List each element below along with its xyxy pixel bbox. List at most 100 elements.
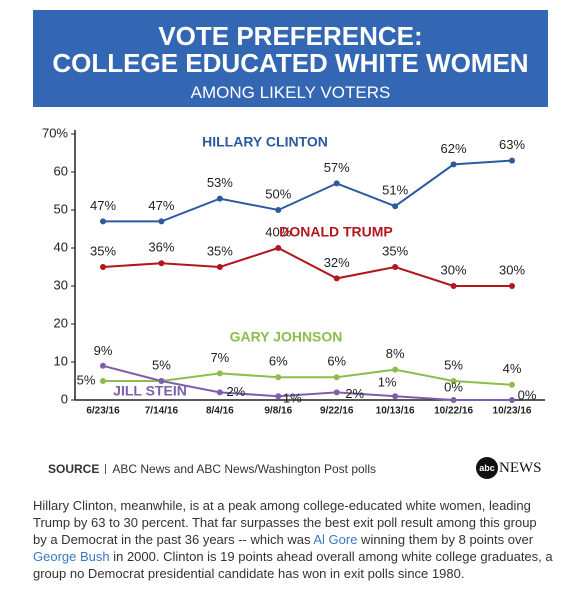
value-label: 2% <box>345 386 364 401</box>
text: winning them by 8 points over <box>357 532 534 547</box>
value-label: 62% <box>441 141 467 156</box>
x-tick-label: 9/8/16 <box>264 406 292 417</box>
y-tick-label: 10 <box>54 353 68 368</box>
logo-mark: abc <box>476 457 498 479</box>
line <box>103 159 513 223</box>
point <box>275 374 282 381</box>
value-label: 9% <box>94 343 113 358</box>
point <box>450 397 457 403</box>
value-label: 6% <box>269 354 288 369</box>
title-line: VOTE PREFERENCE: <box>158 21 423 51</box>
text: in 2000. Clinton is 19 points ahead over… <box>33 549 553 581</box>
y-tick-label: 0 <box>61 391 68 406</box>
source-text: ABC News and ABC News/Washington Post po… <box>112 462 377 476</box>
point <box>333 180 340 187</box>
point <box>158 378 165 384</box>
line <box>102 364 512 401</box>
point <box>216 370 223 377</box>
x-tick-label: 10/13/16 <box>376 406 415 417</box>
point <box>450 161 457 168</box>
x-tick-label: 10/23/16 <box>493 406 532 417</box>
point <box>333 389 340 396</box>
y-tick-label: 20 <box>54 315 68 330</box>
point <box>275 245 282 251</box>
series-label: JILL STEIN <box>113 383 187 399</box>
logo-text: NEWS <box>499 459 542 476</box>
value-label: 6% <box>327 354 346 369</box>
source-label: SOURCE <box>48 462 100 476</box>
value-label: 8% <box>386 346 405 361</box>
point <box>333 275 340 282</box>
value-label: 51% <box>382 183 408 198</box>
point <box>333 374 340 381</box>
value-label: 40% <box>265 224 291 239</box>
x-tick-label: 10/22/16 <box>434 406 473 417</box>
point <box>392 366 399 373</box>
link[interactable]: Al Gore <box>313 532 358 547</box>
value-label: 35% <box>382 243 408 258</box>
point <box>392 264 399 270</box>
y-tick-label: 70% <box>42 125 68 140</box>
y-tick-label: 50 <box>54 201 68 216</box>
point <box>275 207 282 213</box>
value-label: 36% <box>148 240 174 255</box>
value-label: 47% <box>148 198 174 213</box>
value-label: 50% <box>265 186 291 201</box>
value-label: 32% <box>324 255 350 270</box>
x-tick-label: 6/23/16 <box>86 406 120 417</box>
value-label: 0% <box>444 379 463 394</box>
text: Hillary Clinton, meanwhile, is at a peak… <box>33 498 537 547</box>
separator <box>105 464 107 474</box>
point <box>216 195 223 202</box>
point <box>450 378 457 384</box>
point <box>158 260 165 267</box>
value-label: 35% <box>90 243 116 258</box>
y-tick-label: 40 <box>54 239 68 254</box>
point <box>275 393 282 400</box>
article: Hillary Clinton, meanwhile, is at a peak… <box>33 497 553 582</box>
value-label: 2% <box>226 384 245 399</box>
value-label: 47% <box>90 198 116 213</box>
series-label: DONALD TRUMP <box>279 224 393 240</box>
title-line: COLLEGE EDUCATED WHITE WOMEN <box>52 48 529 78</box>
point <box>509 397 515 403</box>
point <box>216 389 223 396</box>
series-label: GARY JOHNSON <box>230 329 343 345</box>
point <box>450 283 457 289</box>
x-tick-label: 7/14/16 <box>145 406 179 417</box>
value-label: 7% <box>210 350 229 365</box>
point <box>100 218 106 225</box>
source: SOURCE ABC News and ABC News/Washington P… <box>48 462 376 476</box>
value-label: 53% <box>207 175 233 190</box>
value-label: 5% <box>77 372 96 387</box>
point <box>158 218 165 225</box>
value-label: 35% <box>207 243 233 258</box>
series-label: HILLARY CLINTON <box>202 134 328 150</box>
value-label: 30% <box>499 262 525 277</box>
y-tick-label: 60 <box>54 163 68 178</box>
line <box>103 368 513 386</box>
subtitle: AMONG LIKELY VOTERS <box>190 83 391 102</box>
value-label: 5% <box>152 357 171 372</box>
value-label: 5% <box>444 357 463 372</box>
x-tick-label: 8/4/16 <box>206 406 234 417</box>
x-tick-label: 9/22/16 <box>320 406 354 417</box>
logo: abc NEWS <box>476 457 542 479</box>
value-label: 1% <box>378 375 397 390</box>
value-label: 57% <box>324 160 350 175</box>
point <box>100 362 106 369</box>
point <box>100 378 106 384</box>
point <box>216 264 223 270</box>
line <box>102 246 512 287</box>
point <box>509 381 515 388</box>
header: VOTE PREFERENCE: COLLEGE EDUCATED WHITE … <box>33 10 548 107</box>
value-label: 1% <box>283 391 302 406</box>
link[interactable]: George Bush <box>33 549 110 564</box>
point <box>509 157 515 164</box>
point <box>100 264 106 270</box>
point <box>392 203 399 210</box>
value-label: 4% <box>503 361 522 376</box>
value-label: 30% <box>441 262 467 277</box>
